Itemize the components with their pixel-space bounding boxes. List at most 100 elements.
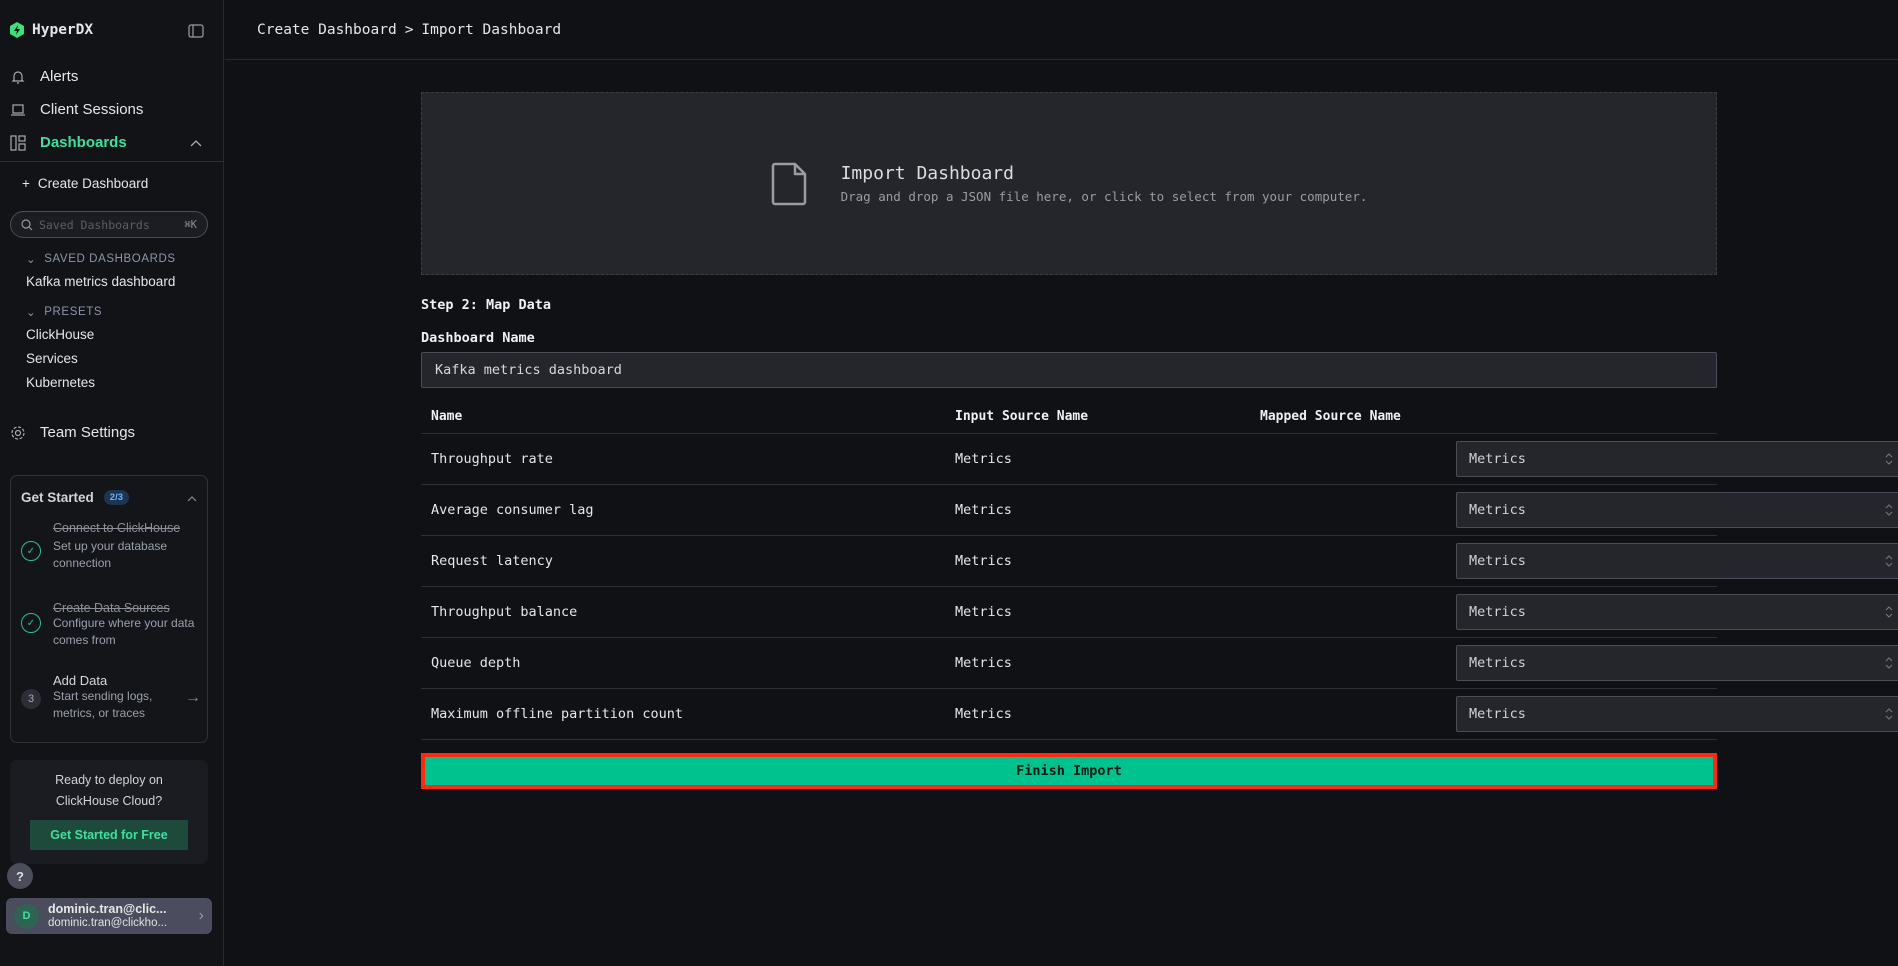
saved-dashboards-search[interactable]: Saved Dashboards ⌘K <box>10 211 208 238</box>
preset-clickhouse[interactable]: ClickHouse <box>26 327 95 342</box>
arrow-right-icon: → <box>185 689 201 706</box>
preset-kubernetes[interactable]: Kubernetes <box>26 375 96 390</box>
nav-alerts[interactable]: Alerts <box>10 68 78 85</box>
nav-label: Dashboards <box>40 134 127 151</box>
breadcrumb-current: Import Dashboard <box>421 21 562 38</box>
dashboard-name-label: Dashboard Name <box>421 330 535 346</box>
create-dashboard-label: Create Dashboard <box>37 176 149 191</box>
get-started-free-button[interactable]: Get Started for Free <box>30 820 188 850</box>
search-placeholder: Saved Dashboards <box>39 217 150 232</box>
select-value: Metrics <box>1469 655 1526 671</box>
row-input-source: Metrics <box>955 502 1012 518</box>
step-desc: Start sending logs, metrics, or traces <box>53 689 153 720</box>
step-number: 3 <box>21 689 41 709</box>
sidebar-toggle-icon[interactable] <box>188 24 204 38</box>
row-name: Queue depth <box>431 655 521 671</box>
step-desc: Configure where your data comes from <box>53 616 195 647</box>
nav-client-sessions[interactable]: Client Sessions <box>10 101 143 118</box>
row-input-source: Metrics <box>955 451 1012 467</box>
user-name: dominic.tran@clic... <box>48 902 167 916</box>
step-data-sources[interactable]: ✓ Create Data Sources Configure where yo… <box>21 601 201 649</box>
select-value: Metrics <box>1469 553 1526 569</box>
column-header-name: Name <box>431 409 463 424</box>
row-name: Request latency <box>431 553 553 569</box>
dropzone-title: Import Dashboard <box>840 163 1014 184</box>
mapped-source-select[interactable]: Metrics <box>1456 594 1898 630</box>
mapped-source-select[interactable]: Metrics <box>1456 543 1898 579</box>
step-title: Create Data Sources <box>53 601 170 615</box>
chevron-right-icon: › <box>198 907 204 924</box>
step-desc: Set up your database connection <box>53 539 168 570</box>
logo[interactable]: HyperDX <box>10 22 93 38</box>
app-name: HyperDX <box>32 22 94 38</box>
create-dashboard-link[interactable]: + Create Dashboard <box>22 176 148 191</box>
deploy-text: Ready to deploy on ClickHouse Cloud? <box>55 773 163 808</box>
progress-badge: 2/3 <box>103 490 129 505</box>
select-chevrons-icon <box>1885 504 1893 516</box>
shortcut-hint: ⌘K <box>184 218 197 231</box>
user-menu[interactable]: D dominic.tran@clic... dominic.tran@clic… <box>6 898 212 934</box>
plus-icon: + <box>22 176 30 191</box>
saved-dashboards-header[interactable]: ⌄ SAVED DASHBOARDS <box>26 252 176 266</box>
select-value: Metrics <box>1469 451 1526 467</box>
mapped-source-select[interactable]: Metrics <box>1456 645 1898 681</box>
step2-title: Step 2: Map Data <box>421 297 552 313</box>
select-chevrons-icon <box>1885 453 1893 465</box>
step-title: Add Data <box>53 673 108 688</box>
chevron-down-icon: ⌄ <box>26 307 37 319</box>
nav-dashboards[interactable]: Dashboards <box>10 134 127 151</box>
saved-dashboard-item[interactable]: Kafka metrics dashboard <box>26 274 176 289</box>
row-input-source: Metrics <box>955 604 1012 620</box>
select-value: Metrics <box>1469 604 1526 620</box>
hyperdx-logo-icon <box>10 22 24 38</box>
file-icon <box>771 162 806 205</box>
dashboard-icon <box>10 134 26 151</box>
gear-icon <box>11 425 25 440</box>
section-label: SAVED DASHBOARDS <box>44 253 176 265</box>
avatar: D <box>14 903 39 929</box>
row-name: Maximum offline partition count <box>431 706 683 722</box>
chevron-up-icon[interactable] <box>187 496 197 502</box>
nav-label: Client Sessions <box>40 101 144 118</box>
search-icon <box>21 218 33 230</box>
table-row: Maximum offline partition count Metrics … <box>421 688 1898 739</box>
select-value: Metrics <box>1469 502 1526 518</box>
deploy-card: Ready to deploy on ClickHouse Cloud? Get… <box>10 760 208 864</box>
nav-label: Alerts <box>40 68 79 85</box>
help-button[interactable]: ? <box>7 863 33 889</box>
sidebar: HyperDX Alerts Client Sessions Dashboard… <box>0 0 224 966</box>
breadcrumb-separator: > <box>404 21 414 38</box>
chevron-up-icon[interactable] <box>190 139 202 147</box>
bell-icon <box>11 70 25 84</box>
breadcrumb-parent[interactable]: Create Dashboard <box>257 21 397 38</box>
row-name: Throughput rate <box>431 451 553 467</box>
row-input-source: Metrics <box>955 655 1012 671</box>
step-title: Connect to ClickHouse <box>53 521 181 535</box>
table-row: Queue depth Metrics Metrics <box>421 637 1898 688</box>
get-started-card: Get Started 2/3 ✓ Connect to ClickHouse … <box>10 475 208 743</box>
main-content: Create Dashboard > Import Dashboard Impo… <box>225 0 1898 966</box>
check-icon: ✓ <box>21 541 41 561</box>
table-row: Request latency Metrics Metrics <box>421 535 1898 586</box>
mapped-source-select[interactable]: Metrics <box>1456 441 1898 477</box>
step-connect[interactable]: ✓ Connect to ClickHouse Set up your data… <box>21 519 201 572</box>
table-row: Throughput rate Metrics Metrics <box>421 433 1898 484</box>
mapped-source-select[interactable]: Metrics <box>1456 492 1898 528</box>
finish-import-button[interactable]: Finish Import <box>421 753 1717 789</box>
dashboard-name-input[interactable]: Kafka metrics dashboard <box>421 352 1717 388</box>
presets-header[interactable]: ⌄ PRESETS <box>26 305 102 319</box>
preset-services[interactable]: Services <box>26 351 78 366</box>
get-started-title: Get Started <box>21 490 94 505</box>
divider <box>0 161 224 162</box>
file-dropzone[interactable]: Import Dashboard Drag and drop a JSON fi… <box>421 92 1717 275</box>
select-chevrons-icon <box>1885 606 1893 618</box>
mapped-source-select[interactable]: Metrics <box>1456 696 1898 732</box>
step-add-data[interactable]: 3 Add Data Start sending logs, metrics, … <box>21 673 201 722</box>
select-chevrons-icon <box>1885 657 1893 669</box>
column-header-input-source: Input Source Name <box>955 409 1089 424</box>
row-input-source: Metrics <box>955 553 1012 569</box>
breadcrumb: Create Dashboard > Import Dashboard <box>225 0 1898 60</box>
table-bottom-border <box>421 739 1717 740</box>
chevron-down-icon: ⌄ <box>26 254 37 266</box>
nav-team-settings[interactable]: Team Settings <box>10 424 135 441</box>
